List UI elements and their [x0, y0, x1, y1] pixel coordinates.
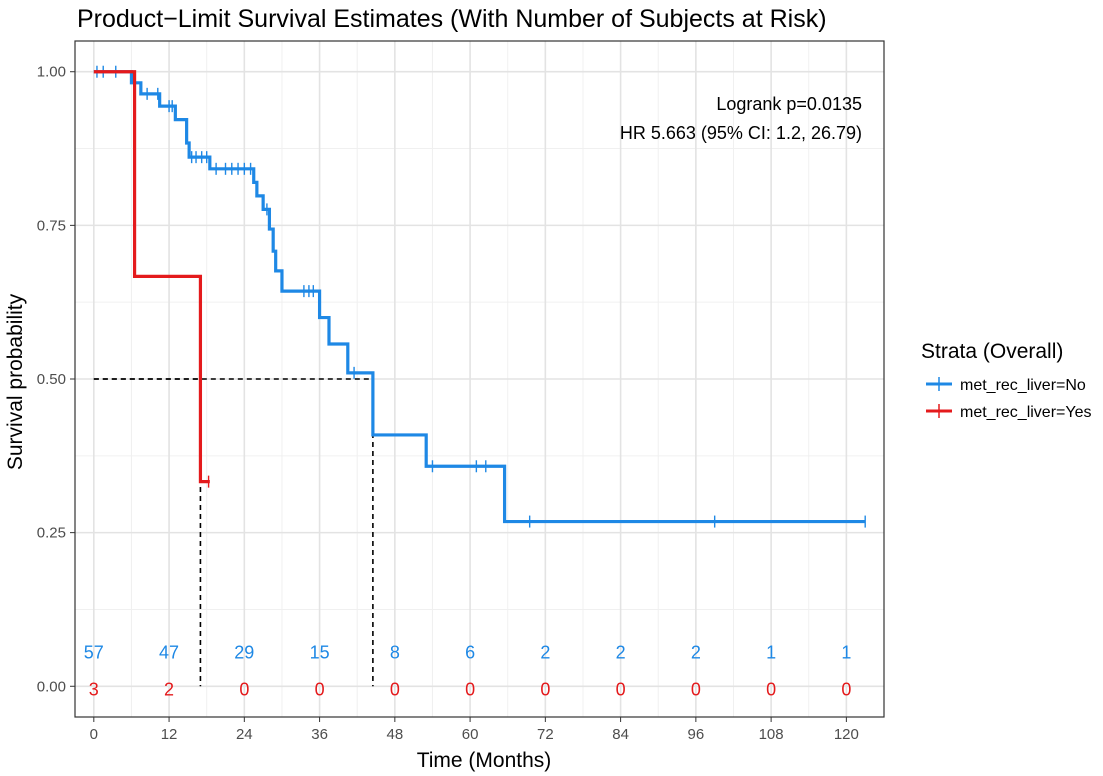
risk-count-yes: 0: [766, 679, 776, 699]
x-tick-label: 12: [161, 726, 178, 743]
risk-count-yes: 0: [239, 679, 249, 699]
y-tick-label: 0.00: [37, 678, 66, 695]
risk-count-yes: 0: [390, 679, 400, 699]
x-tick-label: 120: [834, 726, 859, 743]
risk-count-yes: 0: [691, 679, 701, 699]
survival-curve-yes: [93, 70, 210, 484]
risk-count-no: 1: [766, 642, 776, 662]
plot-area: 57 3 47 2 29 0 15 0 8 0 6 0 2 0 2 0 2 0 1 0 1 0: [84, 65, 866, 699]
legend-item-yes: met_rec_liver=Yes: [926, 404, 1091, 421]
legend-item-no: met_rec_liver=No: [926, 377, 1086, 394]
chart-title: Product−Limit Survival Estimates (With N…: [77, 5, 827, 33]
y-tick-label: 0.25: [37, 525, 66, 542]
risk-count-yes: 0: [841, 679, 851, 699]
x-tick-label: 60: [462, 726, 479, 743]
x-tick-label: 48: [386, 726, 403, 743]
risk-count-no: 8: [390, 642, 400, 662]
legend: Strata (Overall) met_rec_liver=No met_re…: [921, 340, 1091, 421]
x-tick-label: 36: [311, 726, 328, 743]
axes: 0 12 24 36 48 60 72 84 96 108 1200.000.250.500.751…: [37, 64, 859, 743]
x-tick-label: 24: [236, 726, 253, 743]
x-tick-label: 84: [612, 726, 629, 743]
risk-count-no: 29: [234, 642, 254, 662]
x-tick-label: 0: [90, 726, 98, 743]
risk-count-no: 2: [691, 642, 701, 662]
risk-count-yes: 3: [89, 679, 99, 699]
risk-count-yes: 0: [616, 679, 626, 699]
legend-title: Strata (Overall): [921, 340, 1063, 363]
risk-count-yes: 0: [315, 679, 325, 699]
logrank-annotation: Logrank p=0.0135: [716, 94, 862, 114]
risk-count-no: 6: [465, 642, 475, 662]
risk-count-no: 15: [310, 642, 330, 662]
legend-label-yes: met_rec_liver=Yes: [960, 404, 1091, 421]
y-tick-label: 0.50: [37, 371, 66, 388]
x-tick-label: 108: [759, 726, 784, 743]
legend-label-no: met_rec_liver=No: [960, 377, 1086, 394]
risk-count-yes: 2: [164, 679, 174, 699]
hazard-ratio-annotation: HR 5.663 (95% CI: 1.2, 26.79): [620, 123, 862, 143]
risk-count-yes: 0: [540, 679, 550, 699]
risk-count-no: 57: [84, 642, 104, 662]
risk-count-no: 47: [159, 642, 179, 662]
risk-count-no: 2: [616, 642, 626, 662]
risk-count-no: 1: [841, 642, 851, 662]
y-tick-label: 1.00: [37, 64, 66, 81]
x-axis-title: Time (Months): [417, 749, 552, 772]
risk-count-yes: 0: [465, 679, 475, 699]
risk-count-no: 2: [540, 642, 550, 662]
x-tick-label: 72: [537, 726, 554, 743]
y-tick-label: 0.75: [37, 217, 66, 234]
y-axis-title: Survival probability: [4, 293, 27, 470]
x-tick-label: 96: [688, 726, 705, 743]
